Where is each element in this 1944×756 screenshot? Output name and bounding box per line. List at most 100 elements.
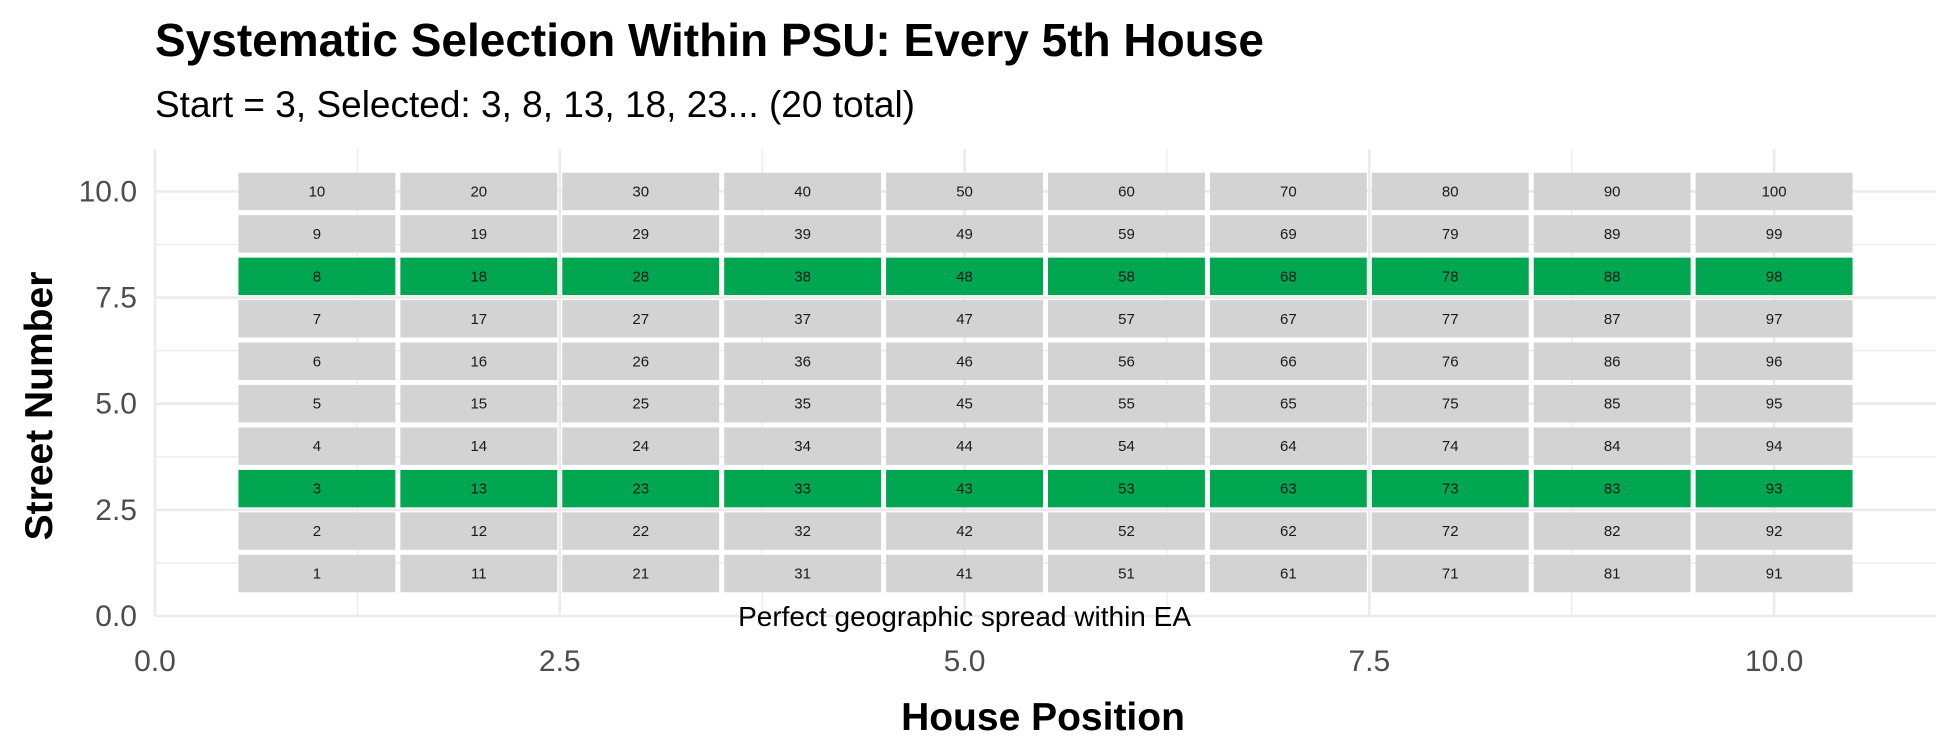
house-cell — [1209, 300, 1367, 338]
house-cell — [1371, 215, 1529, 253]
house-cell — [562, 215, 720, 253]
house-cell — [238, 172, 396, 211]
house-cell — [400, 427, 558, 465]
house-cell — [1695, 215, 1853, 253]
house-cell — [724, 554, 882, 593]
house-number: 39 — [794, 226, 811, 243]
house-cells: 1234567891011121314151617181920212223242… — [238, 172, 1853, 593]
house-cell — [724, 172, 882, 211]
house-number: 93 — [1766, 481, 1783, 498]
house-cell — [1371, 427, 1529, 465]
house-number: 30 — [632, 183, 649, 200]
house-cell — [886, 512, 1043, 550]
house-number: 47 — [956, 311, 973, 328]
house-cell — [1695, 385, 1853, 423]
house-number: 40 — [794, 183, 811, 200]
house-number: 81 — [1604, 566, 1621, 583]
house-cell — [562, 427, 720, 465]
house-number: 12 — [470, 523, 487, 540]
house-number: 73 — [1442, 481, 1459, 498]
house-number: 3 — [313, 481, 321, 498]
house-cell — [562, 300, 720, 338]
house-number: 74 — [1442, 438, 1459, 455]
x-tick-label: 0.0 — [134, 645, 176, 678]
house-number: 34 — [794, 438, 811, 455]
house-cell — [1533, 512, 1691, 550]
house-cell — [1695, 554, 1853, 593]
house-number: 71 — [1442, 566, 1459, 583]
house-number: 46 — [956, 353, 973, 370]
house-cell — [400, 172, 558, 211]
chart-title: Systematic Selection Within PSU: Every 5… — [155, 14, 1264, 66]
house-cell — [1533, 300, 1691, 338]
house-cell — [1695, 342, 1853, 380]
house-cell-selected — [1371, 469, 1529, 508]
house-number: 1 — [313, 566, 321, 583]
house-number: 13 — [470, 481, 487, 498]
house-cell-selected — [1048, 257, 1205, 296]
house-cell — [1695, 512, 1853, 550]
house-cell — [562, 342, 720, 380]
house-number: 78 — [1442, 268, 1459, 285]
house-cell — [1048, 172, 1205, 211]
house-number: 91 — [1766, 566, 1783, 583]
chart-subtitle: Start = 3, Selected: 3, 8, 13, 18, 23...… — [155, 84, 915, 125]
house-number: 92 — [1766, 523, 1783, 540]
house-cell-selected — [1209, 469, 1367, 508]
house-number: 63 — [1280, 481, 1297, 498]
house-cell — [1209, 427, 1367, 465]
house-number: 2 — [313, 523, 321, 540]
house-number: 20 — [470, 183, 487, 200]
house-cell-selected — [1209, 257, 1367, 296]
house-cell — [886, 172, 1043, 211]
house-cell — [238, 300, 396, 338]
house-cell — [1209, 342, 1367, 380]
house-number: 84 — [1604, 438, 1621, 455]
house-number: 7 — [313, 311, 321, 328]
house-number: 66 — [1280, 353, 1297, 370]
house-number: 18 — [470, 268, 487, 285]
house-cell-selected — [1048, 469, 1205, 508]
house-number: 14 — [470, 438, 487, 455]
house-cell — [238, 342, 396, 380]
house-number: 69 — [1280, 226, 1297, 243]
house-number: 21 — [632, 566, 649, 583]
house-cell — [1371, 172, 1529, 211]
house-number: 19 — [470, 226, 487, 243]
house-number: 60 — [1118, 183, 1135, 200]
house-cell-selected — [1695, 257, 1853, 296]
x-tick-label: 10.0 — [1745, 645, 1803, 678]
house-cell-selected — [238, 257, 396, 296]
house-cell — [724, 342, 882, 380]
house-cell-selected — [1695, 469, 1853, 508]
house-cell-selected — [886, 469, 1043, 508]
house-number: 4 — [313, 438, 321, 455]
house-number: 97 — [1766, 311, 1783, 328]
house-number: 36 — [794, 353, 811, 370]
house-number: 17 — [470, 311, 487, 328]
house-number: 56 — [1118, 353, 1135, 370]
house-number: 75 — [1442, 396, 1459, 413]
house-cell — [400, 554, 558, 593]
house-number: 48 — [956, 268, 973, 285]
house-cell — [724, 427, 882, 465]
house-number: 68 — [1280, 268, 1297, 285]
house-cell-selected — [562, 257, 720, 296]
house-number: 43 — [956, 481, 973, 498]
house-number: 8 — [313, 268, 321, 285]
house-number: 99 — [1766, 226, 1783, 243]
house-number: 57 — [1118, 311, 1135, 328]
house-number: 23 — [632, 481, 649, 498]
house-number: 10 — [309, 183, 326, 200]
house-cell — [1209, 172, 1367, 211]
house-number: 42 — [956, 523, 973, 540]
house-cell — [1209, 554, 1367, 593]
house-cell — [238, 512, 396, 550]
house-cell — [1695, 427, 1853, 465]
house-cell — [238, 427, 396, 465]
house-number: 53 — [1118, 481, 1135, 498]
house-cell-selected — [886, 257, 1043, 296]
house-cell — [1048, 512, 1205, 550]
house-cell-selected — [724, 257, 882, 296]
